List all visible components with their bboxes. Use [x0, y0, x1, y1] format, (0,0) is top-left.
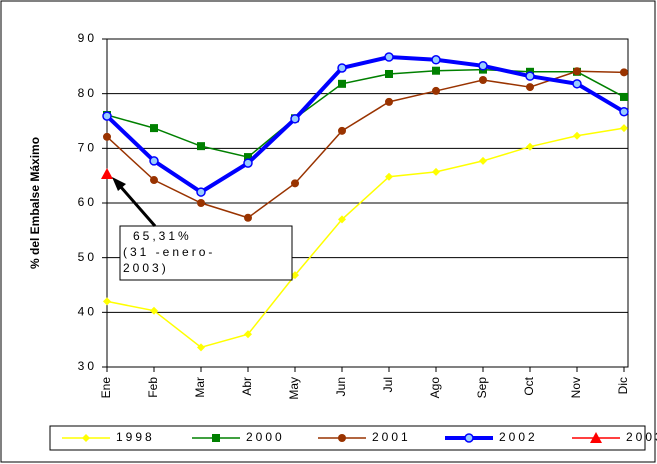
- y-tick-label: 50: [78, 250, 97, 264]
- marker: [432, 86, 440, 95]
- y-tick-label: 90: [78, 31, 97, 45]
- marker: [385, 172, 393, 181]
- marker: [291, 271, 299, 280]
- marker: [385, 69, 393, 78]
- marker: [572, 79, 582, 89]
- annotation-arrow: [118, 185, 157, 227]
- series-line: [106, 68, 625, 158]
- marker: [620, 92, 628, 101]
- marker: [101, 167, 113, 179]
- marker: [243, 158, 253, 168]
- marker: [478, 61, 488, 71]
- marker: [573, 67, 581, 76]
- marker: [150, 176, 158, 185]
- marker: [337, 63, 347, 73]
- x-tick-label: Abr: [240, 377, 254, 396]
- annotation-box: [119, 225, 293, 281]
- series-line: [105, 55, 626, 195]
- annotation-arrowhead: [112, 177, 126, 191]
- marker: [338, 126, 346, 135]
- marker: [526, 83, 534, 92]
- x-tick-label: Sep: [475, 377, 489, 399]
- legend-label: 2002: [499, 430, 538, 444]
- marker: [244, 330, 252, 339]
- marker: [526, 142, 534, 151]
- legend-marker: [590, 432, 602, 443]
- marker: [197, 199, 205, 207]
- legend-marker: [212, 434, 220, 442]
- y-tick-label: 60: [78, 195, 97, 209]
- legend-label: 1998: [116, 430, 155, 444]
- y-tick-label: 40: [78, 305, 97, 319]
- marker: [573, 131, 581, 140]
- y-axis-label: % del Embalse Máximo: [28, 137, 42, 269]
- marker: [479, 76, 487, 84]
- x-tick-label: Dic: [616, 377, 630, 394]
- marker: [432, 66, 440, 75]
- marker: [338, 79, 346, 88]
- series-line: [106, 127, 625, 349]
- legend-marker: [464, 433, 474, 443]
- legend-marker: [338, 434, 346, 442]
- x-tick-label: Ene: [99, 377, 113, 399]
- legend-marker: [82, 434, 90, 442]
- marker: [197, 142, 205, 151]
- marker: [244, 213, 252, 222]
- annotation-text: 65,31%: [133, 229, 192, 243]
- marker: [620, 68, 628, 77]
- y-tick-label: 70: [78, 141, 97, 155]
- series-line: [106, 70, 625, 219]
- marker: [431, 55, 441, 65]
- marker: [103, 297, 111, 306]
- marker: [432, 167, 440, 176]
- legend-label: 2003: [626, 430, 657, 444]
- marker: [102, 111, 112, 121]
- marker: [103, 132, 111, 141]
- x-tick-label: Oct: [522, 376, 536, 395]
- x-tick-label: Feb: [146, 377, 160, 398]
- marker: [384, 52, 394, 62]
- x-tick-label: Jul: [381, 377, 395, 392]
- marker: [150, 124, 158, 133]
- marker: [196, 187, 206, 197]
- marker: [150, 306, 158, 315]
- y-tick-label: 80: [78, 86, 97, 100]
- marker: [149, 156, 159, 166]
- x-tick-label: Jun: [334, 377, 348, 396]
- marker: [197, 343, 205, 352]
- x-tick-label: Nov: [569, 377, 583, 398]
- marker: [479, 156, 487, 165]
- marker: [385, 97, 393, 106]
- legend-label: 2000: [246, 430, 285, 444]
- x-tick-label: Ago: [428, 377, 442, 399]
- marker: [620, 124, 628, 133]
- legend-label: 2001: [372, 430, 411, 444]
- annotation-text: 2003): [123, 261, 169, 275]
- marker: [619, 106, 629, 117]
- marker: [290, 114, 300, 124]
- marker: [244, 153, 252, 162]
- x-tick-label: Mar: [193, 377, 207, 398]
- x-tick-label: May: [287, 377, 301, 400]
- marker: [291, 179, 299, 188]
- y-tick-label: 30: [78, 359, 97, 373]
- marker: [525, 71, 535, 81]
- marker: [338, 215, 346, 224]
- annotation-text: (31 -enero-: [123, 245, 215, 259]
